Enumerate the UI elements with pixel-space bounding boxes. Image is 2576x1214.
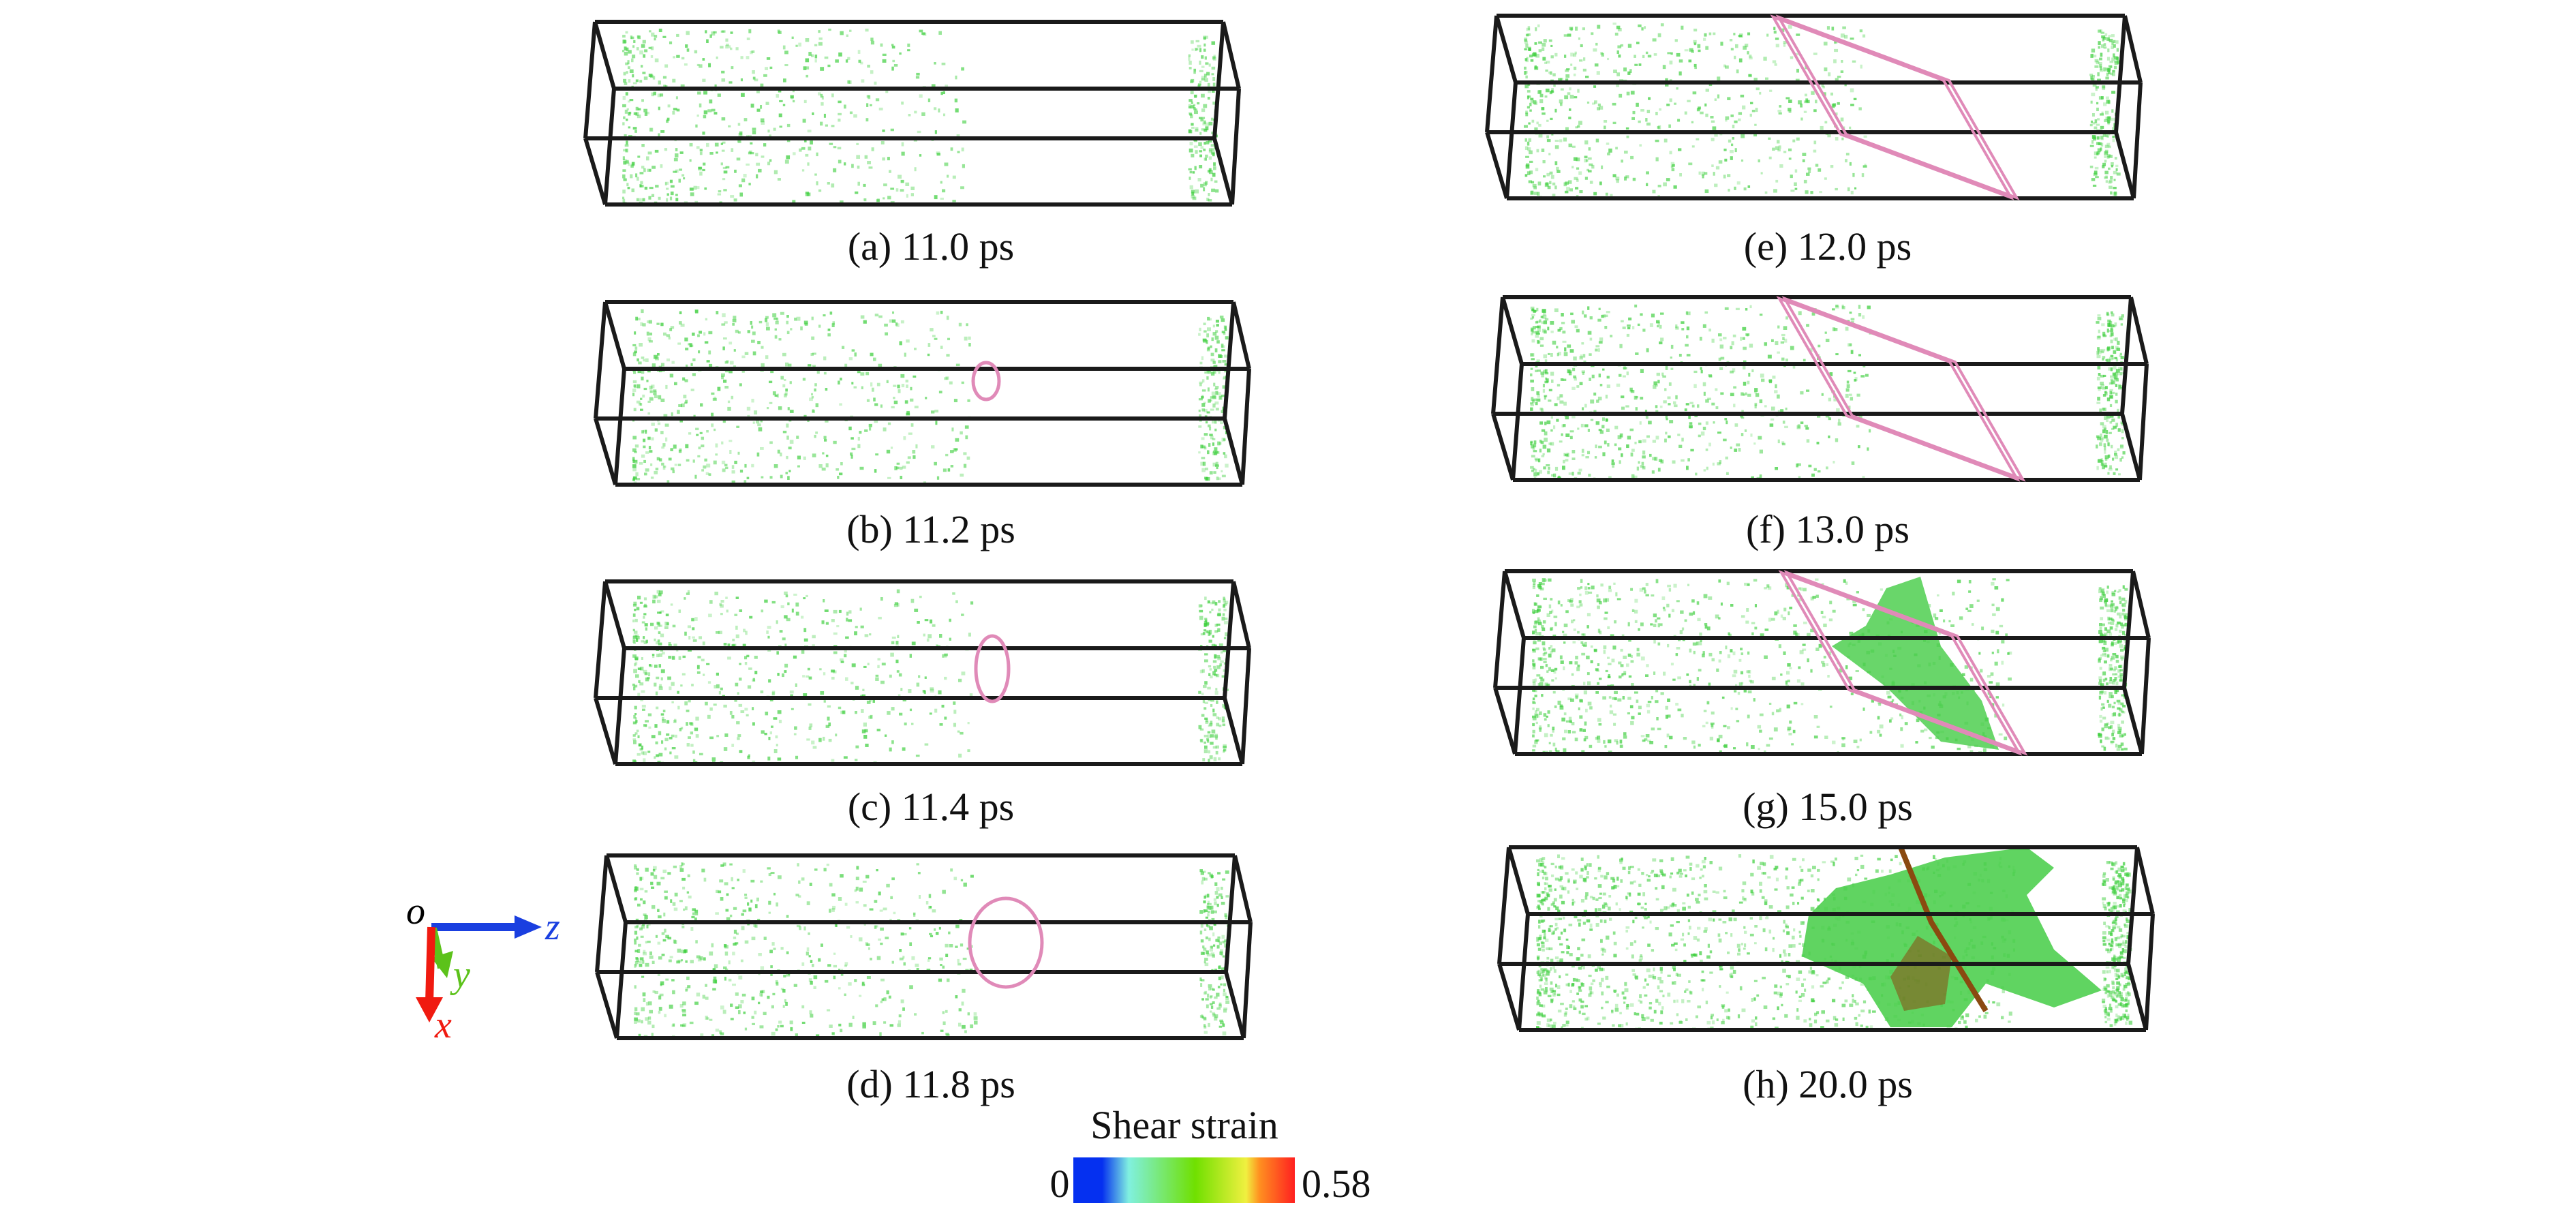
nucleation-circle: [968, 896, 1044, 989]
colorbar-gradient: [1073, 1157, 1295, 1203]
x-arrowhead-icon: [416, 997, 443, 1022]
panel-caption: (f) 13.0 ps: [1746, 507, 1910, 551]
simulation-box: [583, 20, 1241, 207]
panel-e: (e) 12.0 ps: [1485, 14, 2143, 269]
nucleation-circle: [971, 361, 1001, 401]
atom-scatter: [1532, 578, 2128, 755]
nucleation-circle: [974, 634, 1011, 703]
panel-c: (c) 11.4 ps: [594, 579, 1251, 829]
shear-plane-outline: [1776, 296, 2026, 482]
panel-caption: (a) 11.0 ps: [848, 224, 1014, 269]
simulation-box: [595, 853, 1253, 1040]
panel-caption: (g) 15.0 ps: [1743, 785, 1913, 829]
z-arrowhead-icon: [515, 915, 542, 939]
simulation-box: [1497, 845, 2155, 1032]
simulation-box: [1493, 569, 2151, 756]
atom-scatter: [1530, 304, 2126, 481]
panel-b: (b) 11.2 ps: [594, 300, 1251, 551]
panel-g: (g) 15.0 ps: [1493, 569, 2151, 829]
panel-caption: (c) 11.4 ps: [848, 785, 1014, 829]
colorbar-min-label: 0: [1050, 1162, 1070, 1206]
colorbar-max-label: 0.58: [1302, 1162, 1371, 1206]
panel-f: (f) 13.0 ps: [1491, 295, 2149, 551]
colorbar: Shear strain 0 0.58: [1050, 1103, 1371, 1206]
shear-plane-outline: [1770, 14, 2020, 200]
x-axis-label: x: [434, 1004, 452, 1046]
panel-h: (h) 20.0 ps: [1497, 845, 2155, 1106]
y-axis-label: y: [450, 954, 470, 996]
atom-scatter: [632, 589, 1229, 765]
panel-caption: (b) 11.2 ps: [846, 507, 1015, 551]
panel-caption: (e) 12.0 ps: [1744, 224, 1912, 269]
high-strain-band: [1898, 846, 1989, 1013]
colorbar-title: Shear strain: [1090, 1103, 1278, 1147]
z-axis-label: z: [545, 906, 560, 948]
shear-band-blob: [1802, 847, 2102, 1027]
panel-a: (a) 11.0 ps: [583, 20, 1241, 269]
atom-scatter: [1524, 22, 2121, 200]
panel-d: (d) 11.8 ps: [595, 853, 1253, 1106]
simulation-box: [594, 579, 1251, 766]
panels: (a) 11.0 ps (b) 11.2 ps (c) 11.4 ps (d) 11.…: [583, 14, 2155, 1106]
x-axis-arrow: [425, 926, 435, 1003]
atom-scatter: [622, 29, 1219, 205]
high-strain-patch: [1890, 936, 1952, 1011]
atom-scatter: [634, 862, 1230, 1040]
panel-caption: (h) 20.0 ps: [1743, 1062, 1913, 1106]
axis-triad: o z y x: [406, 890, 560, 1046]
origin-label: o: [406, 890, 425, 932]
simulation-box: [594, 300, 1251, 487]
shear-plane-outline: [1778, 570, 2028, 756]
shear-band-blob: [1832, 577, 1999, 750]
simulation-box: [1485, 14, 2143, 200]
atom-scatter: [632, 309, 1229, 485]
y-arrowhead-icon: [431, 951, 453, 978]
simulation-box: [1491, 295, 2149, 482]
panel-caption: (d) 11.8 ps: [846, 1062, 1015, 1106]
